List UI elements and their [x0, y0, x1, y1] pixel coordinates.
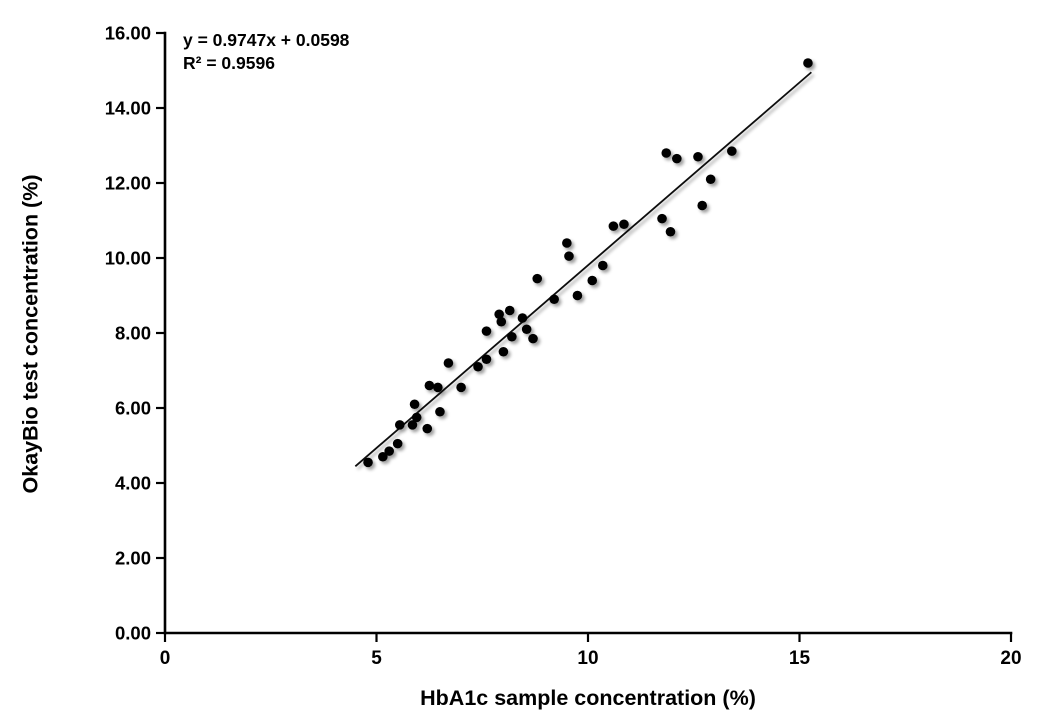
scatter-point — [619, 219, 629, 230]
scatter-point — [564, 251, 574, 261]
scatter-point — [481, 354, 492, 365]
scatter-point — [693, 151, 703, 162]
y-tick-label: 16.00 — [105, 23, 151, 44]
axes: 0 5 10 15 20 0.00 2.00 4.00 6.00 8.00 10.00 12.00 14… — [105, 23, 1022, 670]
x-tick-label: 10 — [577, 648, 598, 669]
x-axis-title: HbA1c sample concentration (%) — [420, 686, 756, 710]
scatter-point — [384, 446, 394, 456]
scatter-point — [587, 275, 598, 286]
y-tick-label: 10.00 — [105, 248, 151, 269]
y-tick-label: 14.00 — [105, 98, 151, 119]
scatter-point — [363, 457, 373, 468]
scatter-point — [572, 290, 583, 301]
y-tick-label: 12.00 — [105, 173, 151, 194]
scatter-point — [521, 324, 532, 335]
scatter-point — [473, 361, 483, 372]
scatter-point — [697, 200, 708, 211]
scatter-point — [422, 423, 433, 434]
scatter-point — [507, 331, 517, 342]
x-tick-label: 5 — [371, 648, 382, 669]
scatter-point — [394, 420, 405, 430]
scatter-point — [496, 316, 507, 327]
trendline-annotation: y = 0.9747x + 0.0598 R² = 0.9596 — [183, 29, 349, 74]
scatter-point — [378, 451, 388, 462]
scatter-point — [657, 213, 667, 224]
equation-text: y = 0.9747x + 0.0598 — [183, 30, 350, 50]
x-tick-label: 20 — [1000, 648, 1021, 669]
scatter-point — [598, 260, 608, 271]
x-tick-label: 0 — [160, 648, 171, 669]
scatter-point — [665, 226, 676, 237]
scatter-point — [435, 406, 445, 417]
scatter-point — [504, 305, 515, 316]
scatter-point — [481, 326, 492, 336]
scatter-point — [407, 420, 418, 430]
scatter-point — [672, 153, 682, 164]
scatter-point — [562, 238, 572, 248]
y-tick-label: 0.00 — [115, 623, 151, 644]
scatter-point — [424, 380, 435, 391]
scatter-point — [803, 58, 813, 68]
scatter-point — [392, 438, 403, 449]
scatter-point — [411, 412, 422, 423]
scatter-point — [661, 148, 672, 158]
y-tick-label: 4.00 — [115, 473, 151, 494]
scatter-point — [727, 146, 737, 156]
y-tick-label: 8.00 — [115, 323, 151, 344]
scatter-point — [443, 358, 454, 368]
scatter-point — [528, 333, 538, 344]
scatter-point — [517, 313, 528, 323]
y-tick-label: 2.00 — [115, 548, 151, 569]
y-tick-label: 6.00 — [115, 398, 151, 419]
scatter-point — [498, 346, 509, 357]
scatter-point — [608, 221, 619, 231]
scatter-point — [532, 273, 543, 284]
trendline — [354, 71, 812, 467]
data-series — [354, 58, 813, 468]
r-squared-text: R² = 0.9596 — [183, 52, 275, 73]
scatter-point — [549, 294, 559, 305]
scatter-point — [433, 382, 443, 393]
scatter-point — [705, 174, 716, 185]
scatter-point — [456, 382, 466, 393]
x-tick-label: 15 — [789, 648, 811, 669]
y-axis-title: OkayBio test concentration (%) — [18, 174, 43, 494]
scatter-point — [409, 399, 420, 410]
scatter-point — [494, 309, 504, 320]
